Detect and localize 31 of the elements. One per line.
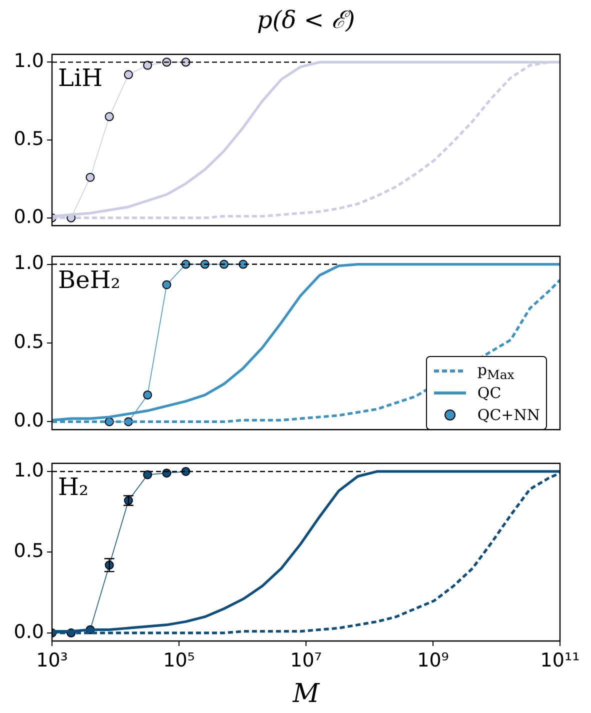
legend-label: QC bbox=[477, 384, 502, 402]
y-tick-label: 0.0 bbox=[14, 206, 44, 228]
y-tick-label: 0.5 bbox=[14, 330, 44, 353]
annotation: LiH bbox=[58, 64, 103, 92]
point bbox=[181, 466, 190, 476]
y-tick-label: 1.0 bbox=[14, 50, 44, 72]
y-tick-label: 0.5 bbox=[14, 540, 44, 562]
point bbox=[143, 390, 152, 400]
annotation: H₂ bbox=[58, 473, 89, 501]
y-tick-label: 1.0 bbox=[14, 252, 44, 274]
y-tick-label: 0.5 bbox=[14, 128, 44, 150]
x-tick-label: 10⁷ bbox=[290, 649, 322, 672]
y-tick-label: 0.0 bbox=[14, 410, 44, 432]
point bbox=[143, 470, 152, 480]
x-tick-label: 10³ bbox=[36, 649, 68, 672]
legend-label: p$_{Max}$ bbox=[477, 360, 514, 382]
y-tick-label: 1.0 bbox=[14, 459, 44, 482]
point bbox=[86, 172, 95, 182]
x-tick-label: 10¹¹ bbox=[540, 649, 580, 672]
point bbox=[143, 60, 152, 70]
x-axis-title: M bbox=[291, 679, 321, 709]
point bbox=[162, 280, 172, 290]
x-tick-label: 10⁹ bbox=[417, 649, 449, 672]
point bbox=[104, 112, 114, 122]
chart-title: p(δ < ℰ) bbox=[256, 5, 356, 35]
y-tick-label: 0.0 bbox=[14, 620, 44, 643]
point bbox=[162, 468, 172, 478]
annotation: BeH₂ bbox=[58, 266, 120, 294]
point bbox=[124, 70, 133, 80]
x-tick-label: 10⁵ bbox=[163, 649, 195, 672]
legend-label: QC+NN bbox=[477, 406, 540, 424]
